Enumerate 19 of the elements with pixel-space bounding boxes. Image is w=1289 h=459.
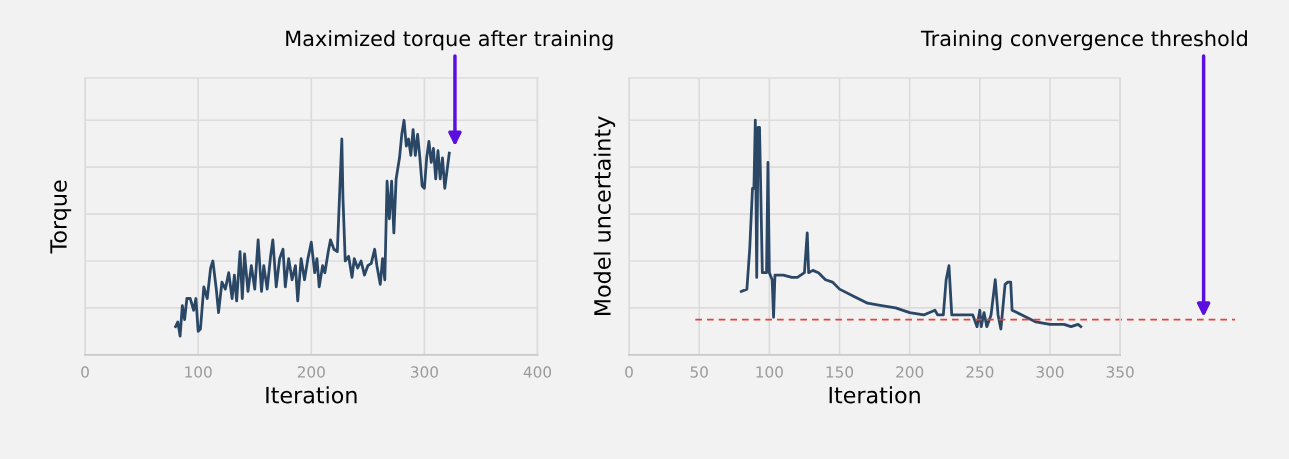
x-tick-label: 100 <box>185 366 212 378</box>
x-tick-label: 300 <box>410 366 438 378</box>
x-tick-label: 0 <box>81 366 89 378</box>
x-axis-title: Iteration <box>829 386 920 404</box>
y-axis-title: Torque <box>50 180 72 254</box>
x-tick-label: 200 <box>896 366 924 378</box>
y-axis-title: Model uncertainty <box>593 116 616 315</box>
text: Maximized torque after training <box>286 30 613 51</box>
x-tick-label: 250 <box>966 366 994 378</box>
x-tick-label: 350 <box>1106 366 1134 378</box>
x-axis-title: Iteration <box>266 386 357 404</box>
ref-line-label: Training convergence threshold <box>920 30 1247 51</box>
x-tick-label: 50 <box>690 366 708 378</box>
x-tick-label: 100 <box>756 366 783 378</box>
x-tick-label: 300 <box>1036 366 1064 378</box>
x-tick-label: 400 <box>523 366 552 378</box>
x-tick-label: 150 <box>826 366 854 378</box>
x-tick-label: 0 <box>625 366 633 378</box>
x-tick-label: 200 <box>297 366 325 378</box>
